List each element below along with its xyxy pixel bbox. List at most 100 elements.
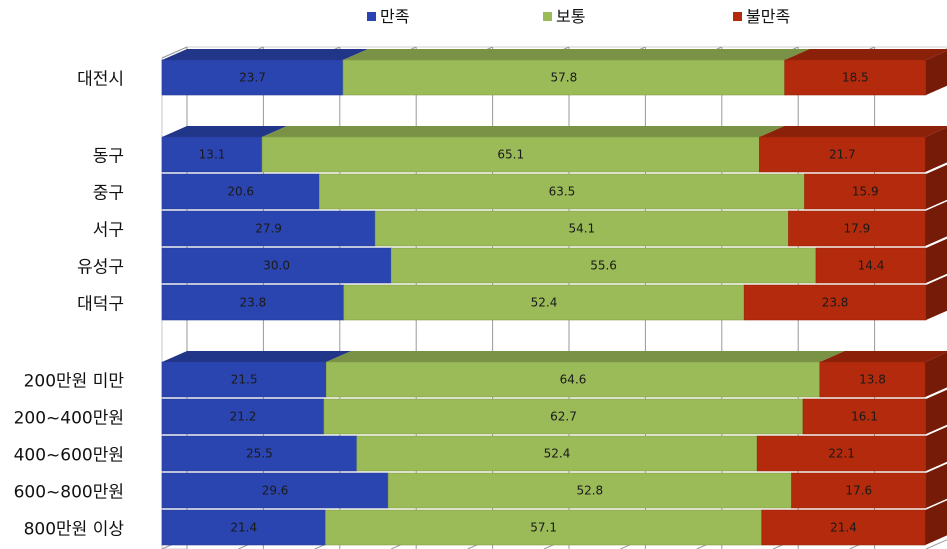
bar-segment: 29.6 xyxy=(161,472,389,509)
data-label: 17.6 xyxy=(845,484,872,498)
data-label: 15.9 xyxy=(852,185,879,199)
bar xyxy=(815,247,927,284)
bar xyxy=(323,398,804,435)
bar xyxy=(761,509,926,546)
data-label: 13.8 xyxy=(859,373,886,387)
legend-swatch xyxy=(543,12,552,21)
bar-side-face xyxy=(926,238,947,283)
bar xyxy=(387,472,792,509)
data-label: 54.1 xyxy=(568,222,595,236)
bar xyxy=(319,173,805,210)
data-label: 23.8 xyxy=(240,296,267,310)
legend: 만족 보통 불만족 xyxy=(367,7,790,26)
bar xyxy=(161,173,320,210)
data-label: 64.6 xyxy=(560,373,587,387)
data-label: 65.1 xyxy=(497,148,524,162)
bar-segment: 18.5 xyxy=(784,49,947,96)
bar-side-face xyxy=(925,201,947,246)
bar-side-face xyxy=(926,463,947,508)
bar-segment: 64.6 xyxy=(325,351,845,398)
data-label: 25.5 xyxy=(246,447,273,461)
bar-row: 21.5 64.6 13.8 xyxy=(161,351,947,398)
data-label: 23.7 xyxy=(239,71,266,85)
data-label: 16.1 xyxy=(851,410,878,424)
bar-segment: 30.0 xyxy=(161,247,392,284)
bar-segment: 21.4 xyxy=(161,509,326,546)
data-label: 20.6 xyxy=(227,185,254,199)
bar-segment: 21.7 xyxy=(759,126,947,173)
data-label: 13.1 xyxy=(199,148,226,162)
bar-row: 30.0 55.6 14.4 xyxy=(161,238,947,284)
bar-segment: 57.8 xyxy=(342,49,810,96)
bar xyxy=(161,435,358,472)
bar-segment: 23.7 xyxy=(161,49,369,96)
bar-side-face xyxy=(926,50,947,95)
bar xyxy=(356,435,758,472)
data-label: 21.2 xyxy=(230,410,257,424)
data-label: 29.6 xyxy=(262,484,289,498)
bar-side-face xyxy=(926,275,947,320)
bar-row: 25.5 52.4 22.1 xyxy=(161,426,947,472)
bar-top-face xyxy=(162,351,352,362)
legend-swatch xyxy=(733,12,742,21)
data-label: 52.8 xyxy=(576,484,603,498)
bar xyxy=(374,210,789,247)
bar-side-face xyxy=(926,426,947,471)
data-label: 52.4 xyxy=(531,296,558,310)
bar-side-face xyxy=(925,352,947,397)
bar-side-face xyxy=(925,127,947,172)
bar xyxy=(756,435,927,472)
bar-row: 29.6 52.8 17.6 xyxy=(161,463,947,509)
bar xyxy=(784,59,927,96)
bar xyxy=(802,398,927,435)
bar-row: 27.9 54.1 17.9 xyxy=(161,201,947,247)
bar xyxy=(161,398,325,435)
data-label: 21.7 xyxy=(829,148,856,162)
data-label: 21.4 xyxy=(230,521,257,535)
bar-top-face xyxy=(343,49,810,60)
category-label: 대덕구 xyxy=(77,295,124,315)
bar-row: 13.1 65.1 21.7 xyxy=(161,126,947,173)
category-label: 동구 xyxy=(93,147,124,167)
bar-segment: 65.1 xyxy=(261,126,785,173)
legend-item: 보통 xyxy=(543,7,585,26)
bar-top-face xyxy=(784,49,947,60)
bar xyxy=(161,361,327,398)
bar xyxy=(325,361,821,398)
data-label: 23.8 xyxy=(822,296,849,310)
legend-label: 보통 xyxy=(556,7,585,26)
data-label: 17.9 xyxy=(843,222,870,236)
category-label: 600~800만원 xyxy=(14,483,124,503)
bar-row: 23.7 57.8 18.5 xyxy=(161,49,947,96)
bar-segment: 14.4 xyxy=(815,238,947,284)
bar-segment: 23.8 xyxy=(161,284,345,321)
data-label: 21.5 xyxy=(231,373,258,387)
bar xyxy=(788,210,926,247)
category-label: 200~400만원 xyxy=(14,409,124,429)
bar-segment: 52.4 xyxy=(356,435,758,472)
bar xyxy=(759,136,926,173)
bar-top-face xyxy=(819,351,947,362)
legend-label: 만족 xyxy=(380,7,409,26)
bar xyxy=(325,509,763,546)
category-label: 대전시 xyxy=(77,70,124,90)
bar-segment: 23.8 xyxy=(743,275,947,321)
data-label: 21.4 xyxy=(830,521,857,535)
bar xyxy=(161,210,376,247)
bar xyxy=(161,284,345,321)
bar-segment: 13.1 xyxy=(161,126,288,173)
bar-top-face xyxy=(326,351,845,362)
bar-segment: 63.5 xyxy=(319,173,805,210)
data-label: 27.9 xyxy=(255,222,282,236)
data-label: 30.0 xyxy=(263,259,290,273)
bar xyxy=(161,509,326,546)
bar xyxy=(342,59,785,96)
bar-segment: 21.4 xyxy=(761,500,947,546)
data-label: 22.1 xyxy=(828,447,855,461)
data-label: 63.5 xyxy=(549,185,576,199)
category-label: 800만원 이상 xyxy=(24,520,125,540)
category-label: 400~600만원 xyxy=(14,446,124,466)
bar-segment: 17.6 xyxy=(791,463,947,509)
bar-segment: 55.6 xyxy=(390,247,817,284)
bar-row: 20.6 63.5 15.9 xyxy=(161,164,947,210)
